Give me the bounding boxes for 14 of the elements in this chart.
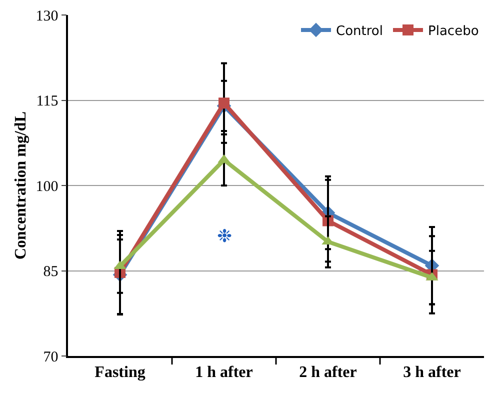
x-tick-label: 1 h after <box>195 364 253 381</box>
y-tick-label: 100 <box>36 178 58 195</box>
x-tick-label: 2 h after <box>299 364 357 381</box>
y-tick-label: 115 <box>36 94 58 110</box>
y-tick-label: 70 <box>43 349 58 366</box>
x-tick-label: Fasting <box>94 364 146 381</box>
point <box>218 98 230 109</box>
legend-label: Control <box>336 24 383 40</box>
y-tick-label: 85 <box>43 264 58 280</box>
y-axis-title: Concentration mg/dL <box>12 112 30 260</box>
y-tick-label: 130 <box>36 8 58 24</box>
annotation: ❉ <box>217 226 232 247</box>
legend-label: Placebo <box>428 24 479 40</box>
x-tick-label: 3 h after <box>403 364 461 381</box>
